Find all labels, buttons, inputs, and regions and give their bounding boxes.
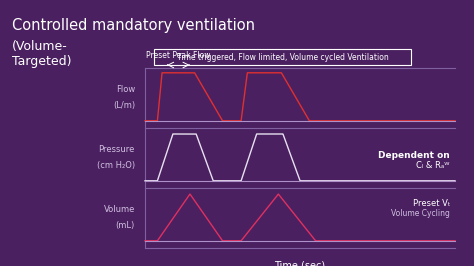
Text: Time triggered, Flow limited, Volume cycled Ventilation: Time triggered, Flow limited, Volume cyc…: [177, 52, 389, 61]
Text: Flow: Flow: [116, 85, 135, 94]
Text: Dependent on: Dependent on: [378, 151, 450, 160]
Text: (mL): (mL): [116, 221, 135, 230]
Text: Time (sec): Time (sec): [274, 260, 326, 266]
Text: Pressure: Pressure: [99, 144, 135, 153]
Text: Targeted): Targeted): [12, 55, 72, 68]
Text: Preset Peak Flow: Preset Peak Flow: [146, 51, 210, 60]
Text: (L/m): (L/m): [113, 101, 135, 110]
Text: Preset Vₜ: Preset Vₜ: [413, 198, 450, 207]
Text: Cₗ & Rₐᵂ: Cₗ & Rₐᵂ: [417, 161, 450, 171]
Text: Volume Cycling: Volume Cycling: [391, 210, 450, 218]
Text: (Volume-: (Volume-: [12, 40, 68, 53]
Text: (cm H₂O): (cm H₂O): [97, 161, 135, 170]
Text: Volume: Volume: [104, 205, 135, 214]
Text: Controlled mandatory ventilation: Controlled mandatory ventilation: [12, 18, 255, 33]
